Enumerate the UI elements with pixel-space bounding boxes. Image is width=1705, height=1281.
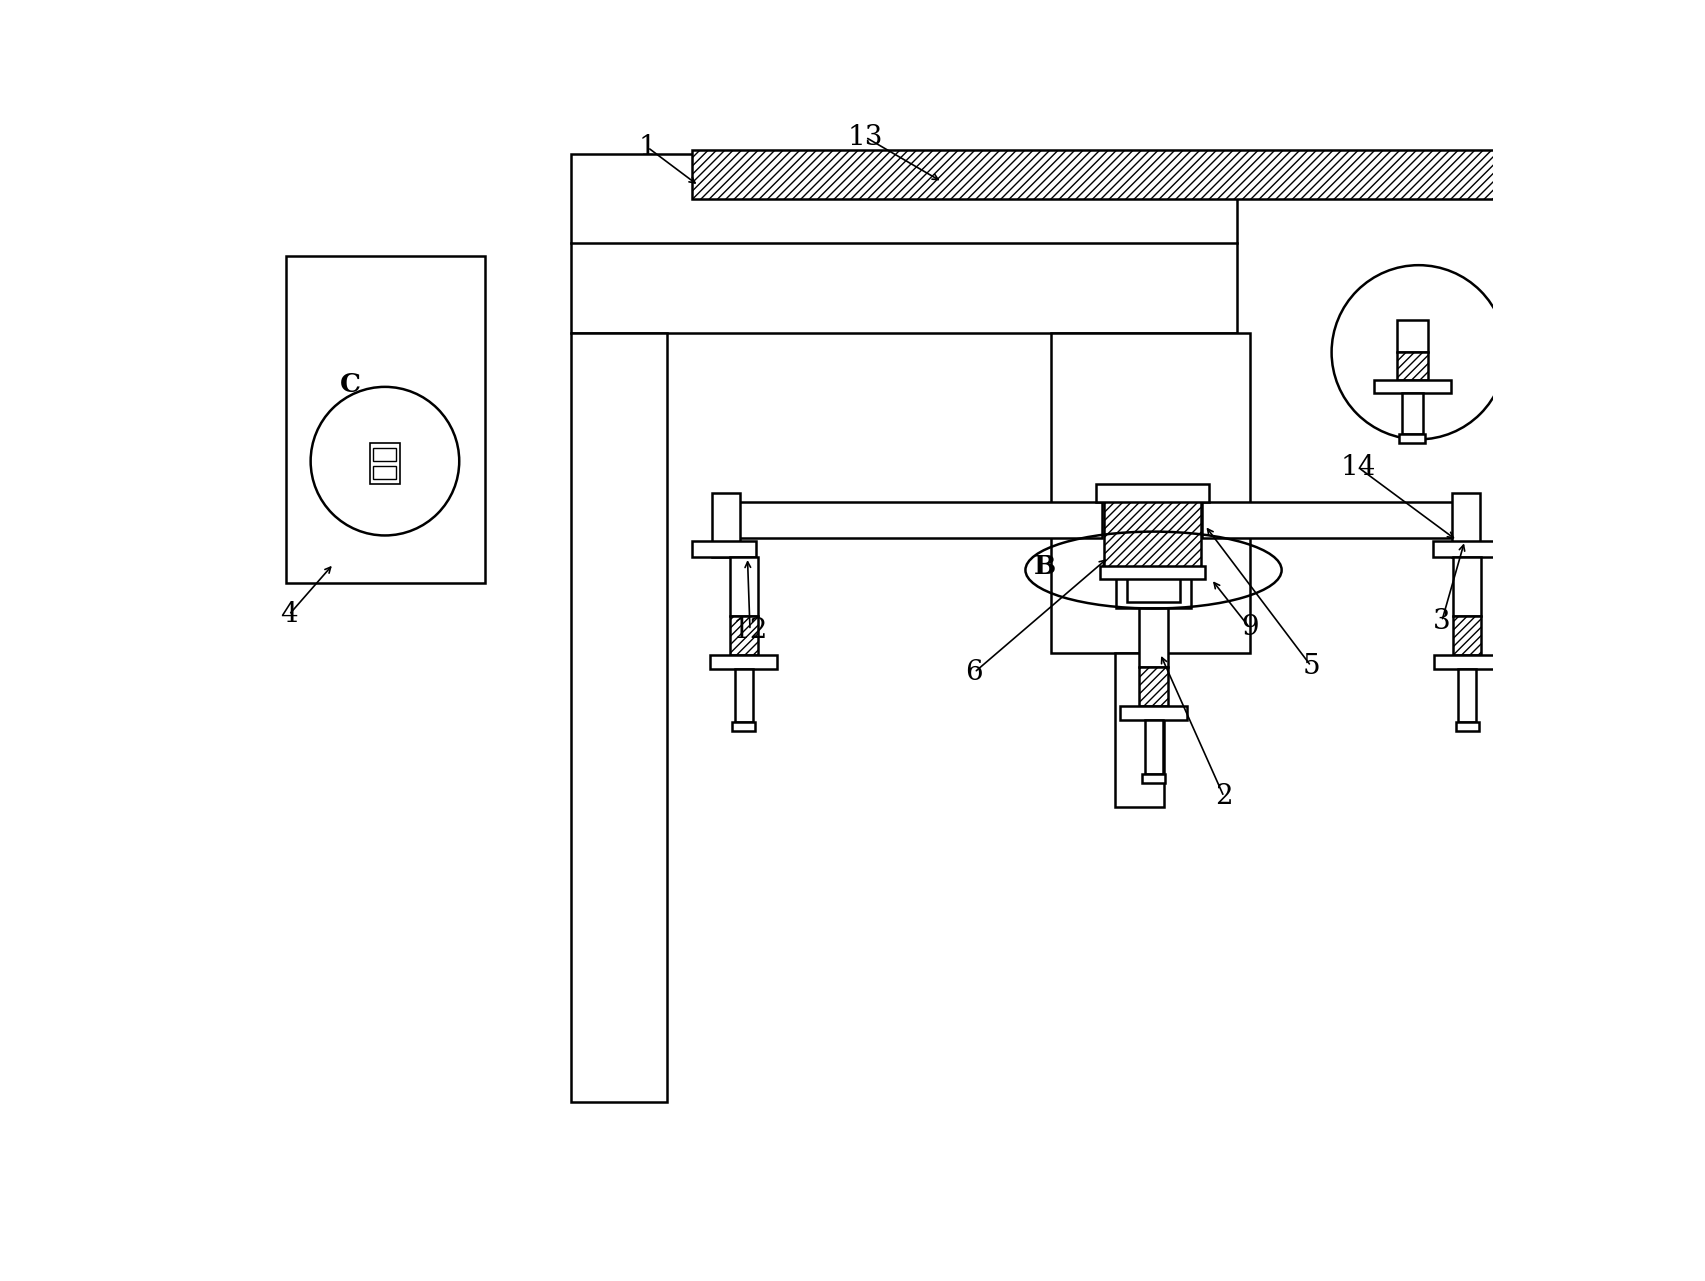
Text: 5: 5 (1303, 652, 1320, 680)
Bar (1458, 669, 1477, 722)
Bar (1127, 546, 1180, 602)
Bar (1396, 320, 1427, 352)
Bar (692, 150, 1524, 199)
Bar (692, 541, 757, 557)
Text: C: C (339, 371, 361, 397)
Text: 1: 1 (639, 133, 656, 161)
Bar (711, 655, 777, 669)
Bar (1142, 774, 1165, 783)
Bar (1434, 655, 1500, 669)
Bar (1396, 352, 1427, 380)
Text: 13: 13 (847, 123, 883, 151)
Bar (731, 722, 755, 731)
Bar (373, 448, 397, 461)
Text: A: A (1458, 371, 1478, 397)
Circle shape (310, 387, 459, 535)
Bar (730, 616, 757, 655)
Bar (1139, 608, 1168, 667)
Bar (1050, 333, 1250, 653)
Bar (1096, 484, 1209, 502)
Bar (1453, 616, 1482, 655)
Bar (1120, 706, 1187, 720)
Bar (1374, 380, 1451, 393)
Text: 4: 4 (280, 601, 298, 629)
Bar (1432, 541, 1497, 557)
Bar (1115, 653, 1165, 807)
Bar (730, 557, 757, 616)
Bar (286, 256, 484, 583)
Bar (1456, 722, 1478, 731)
Circle shape (1332, 265, 1506, 439)
Text: 12: 12 (733, 616, 767, 644)
Bar (1202, 502, 1478, 538)
Bar (1453, 493, 1480, 557)
Bar (1139, 667, 1168, 706)
Bar (1402, 393, 1422, 434)
Bar (571, 333, 667, 1102)
Bar (1117, 535, 1190, 608)
Bar (1400, 434, 1425, 443)
Bar (370, 443, 401, 484)
Bar (1103, 500, 1200, 570)
Bar (1144, 720, 1163, 774)
Text: 3: 3 (1432, 607, 1451, 635)
Text: 14: 14 (1340, 453, 1376, 482)
Bar (735, 669, 752, 722)
Bar (1453, 557, 1482, 616)
Text: 9: 9 (1241, 614, 1258, 642)
Text: B: B (1033, 553, 1055, 579)
Text: 2: 2 (1216, 783, 1233, 811)
Bar (1100, 566, 1205, 579)
Bar (711, 493, 740, 557)
Bar (718, 502, 1103, 538)
Text: 6: 6 (965, 658, 984, 687)
Bar (571, 154, 1236, 333)
Bar (373, 466, 397, 479)
